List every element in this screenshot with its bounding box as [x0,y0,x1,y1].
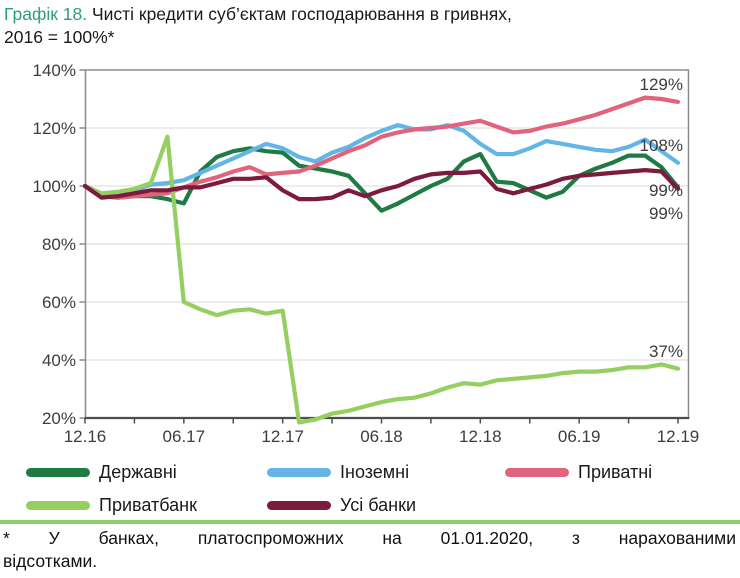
legend-item: Державні [26,459,267,485]
legend-label: Державні [99,461,177,482]
series-line-5 [82,167,681,202]
y-axis-label: 80% [42,235,76,254]
y-axis-label: 40% [42,351,76,370]
legend-item: Усі банки [267,492,505,518]
line-chart: 20% 40% 60% 80% 100% 120% 140% 12.16 06.17 12.17 0… [33,61,700,446]
y-axis-label: 100% [33,177,76,196]
footnote-line1: * У банках, платоспроможних на 01.01.202… [3,528,736,548]
legend-label: Усі банки [340,494,417,515]
x-axis-label: 12.18 [459,427,502,446]
legend-swatch [26,467,90,477]
legend-swatch [505,467,569,477]
x-axis-label: 06.17 [163,427,206,446]
separator-line [0,520,740,524]
x-axis-label: 06.18 [360,427,403,446]
end-value-label: 99% [649,181,683,200]
legend: Державні Іноземні Приватні Приватбанк Усі ба… [26,459,740,518]
legend-item: Приватбанк [26,492,267,518]
legend-item: Приватні [505,459,740,485]
chart-title: Графік 18. Чисті кредити суб’єктам госпо… [4,3,736,49]
legend-label: Приватні [578,461,653,482]
legend-label: Іноземні [340,461,410,482]
legend-swatch [26,500,90,510]
x-axis-label: 06.19 [558,427,601,446]
chart-title-line1: Графік 18. Чисті кредити суб’єктам госпо… [4,3,736,26]
chart-number: Графік 18. [4,4,88,24]
footnote-line2: відсотками. [3,551,98,572]
series-line-4 [82,134,681,425]
legend-item: Іноземні [267,459,505,485]
y-axis-label: 20% [42,409,76,428]
x-axis-label: 12.17 [261,427,304,446]
chart-title-text: Чисті кредити суб’єктам господарювання в… [87,4,512,24]
chart-title-line2: 2016 = 100%* [4,27,115,48]
legend-swatch [267,500,331,510]
legend-swatch [267,467,331,477]
series-line-2 [82,122,681,199]
x-axis-label: 12.19 [657,427,700,446]
y-axis-label: 140% [33,61,76,80]
end-value-label: 99% [649,204,683,223]
y-axis-label: 120% [33,119,76,138]
end-value-label: 129% [640,75,683,94]
end-value-label: 108% [640,136,683,155]
y-axis-label: 60% [42,293,76,312]
chart-area: 20% 40% 60% 80% 100% 120% 140% 12.16 06.17 12.17 0… [0,60,740,460]
end-value-label: 37% [649,342,683,361]
x-axis-label: 12.16 [64,427,107,446]
legend-label: Приватбанк [99,494,197,515]
footnote: * У банках, платоспроможних на 01.01.202… [3,527,736,573]
